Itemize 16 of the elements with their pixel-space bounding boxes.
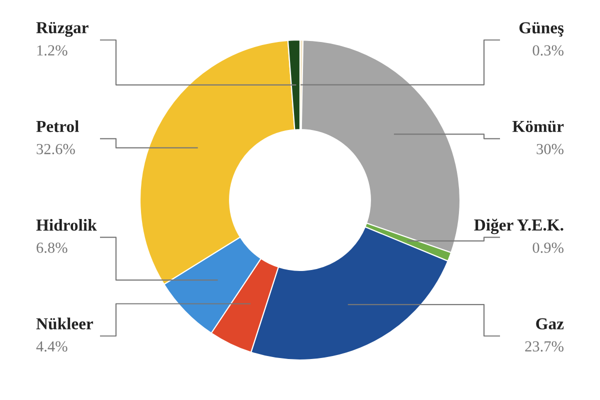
slice-label: Rüzgar xyxy=(36,22,88,37)
data-label: 0.3% xyxy=(532,45,564,56)
data-label: 30% xyxy=(536,144,564,154)
data-label: 32.6% xyxy=(36,144,75,154)
slice-label: Güneş xyxy=(519,22,564,37)
data-label: 0.9% xyxy=(532,242,564,253)
slice-label: Hidrolik xyxy=(36,219,97,231)
data-label: 4.4% xyxy=(36,341,68,352)
slice-label: Nükleer xyxy=(36,318,94,330)
data-label: 23.7% xyxy=(525,341,564,352)
slice-label: Gaz xyxy=(536,318,564,330)
slice-label: Diğer Y.E.K. xyxy=(474,218,564,234)
slice-label: Petrol xyxy=(36,120,79,132)
slice-label: Kömür xyxy=(512,120,564,132)
data-label: 1.2% xyxy=(37,45,68,56)
data-label: 6.8% xyxy=(36,242,68,253)
